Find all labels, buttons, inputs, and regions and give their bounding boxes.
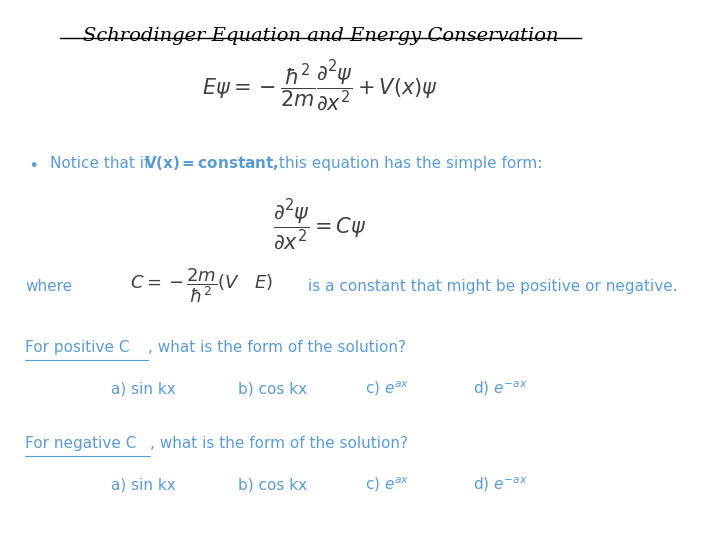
Text: $\mathbf{V(x)}$: $\mathbf{V(x)}$ bbox=[144, 154, 180, 172]
Text: c) $e^{ax}$: c) $e^{ax}$ bbox=[365, 379, 409, 398]
Text: a) sin kx: a) sin kx bbox=[111, 477, 176, 492]
Text: , what is the form of the solution?: , what is the form of the solution? bbox=[150, 436, 408, 451]
Text: Schrodinger Equation and Energy Conservation: Schrodinger Equation and Energy Conserva… bbox=[83, 27, 558, 45]
Text: $\bullet$: $\bullet$ bbox=[28, 154, 38, 172]
Text: b) cos kx: b) cos kx bbox=[238, 381, 307, 396]
Text: b) cos kx: b) cos kx bbox=[238, 477, 307, 492]
Text: d) $e^{-ax}$: d) $e^{-ax}$ bbox=[472, 379, 527, 398]
Text: Notice that if: Notice that if bbox=[50, 156, 155, 171]
Text: For negative C: For negative C bbox=[25, 436, 136, 451]
Text: is a constant that might be positive or negative.: is a constant that might be positive or … bbox=[307, 279, 678, 294]
Text: this equation has the simple form:: this equation has the simple form: bbox=[279, 156, 542, 171]
Text: where: where bbox=[25, 279, 72, 294]
Text: , what is the form of the solution?: , what is the form of the solution? bbox=[148, 340, 405, 355]
Text: For positive C: For positive C bbox=[25, 340, 130, 355]
Text: d) $e^{-ax}$: d) $e^{-ax}$ bbox=[472, 476, 527, 494]
Text: a) sin kx: a) sin kx bbox=[111, 381, 176, 396]
Text: $E\psi = -\dfrac{\hbar^2}{2m}\dfrac{\partial^2\psi}{\partial x^2} + V(x)\psi$: $E\psi = -\dfrac{\hbar^2}{2m}\dfrac{\par… bbox=[202, 58, 438, 113]
Text: c) $e^{ax}$: c) $e^{ax}$ bbox=[365, 476, 409, 494]
Text: $\dfrac{\partial^2\psi}{\partial x^2} = C\psi$: $\dfrac{\partial^2\psi}{\partial x^2} = … bbox=[274, 197, 367, 252]
Text: $C = -\dfrac{2m}{\hbar^2}\left(V \quad E\right)$: $C = -\dfrac{2m}{\hbar^2}\left(V \quad E… bbox=[130, 267, 273, 306]
Text: $\mathbf{= constant,}$: $\mathbf{= constant,}$ bbox=[179, 154, 279, 172]
